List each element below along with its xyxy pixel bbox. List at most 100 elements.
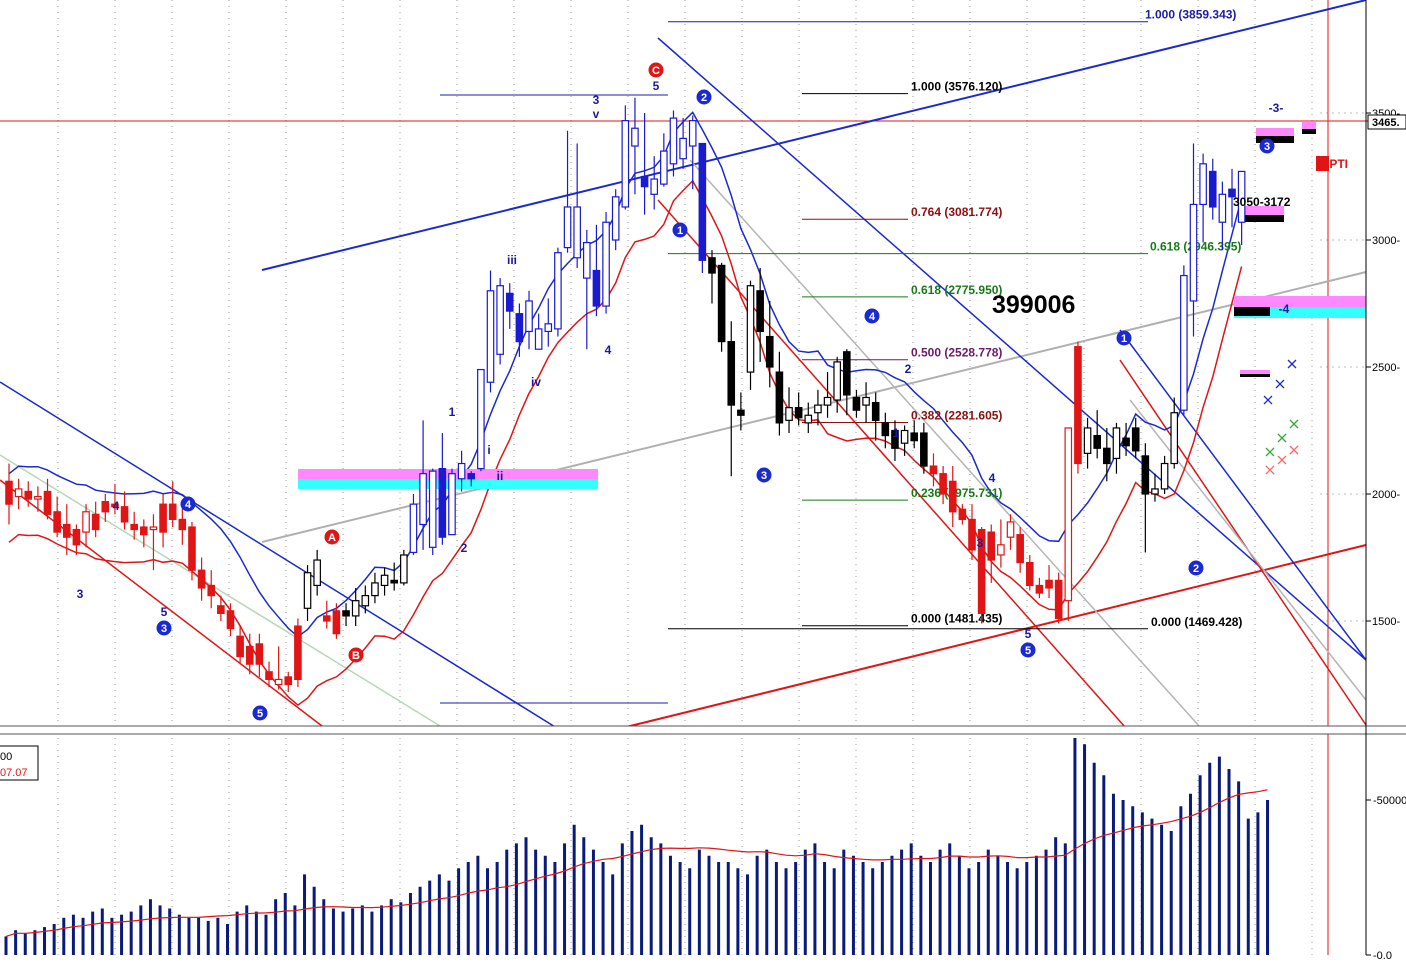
axis-tick-label: 1500- (1372, 616, 1400, 628)
candle-body (448, 473, 456, 536)
axis-tick-label: 2000- (1372, 489, 1400, 501)
candle-body (727, 341, 736, 406)
candle-body (313, 559, 321, 587)
wave-label: 3 (593, 93, 600, 107)
candle-body (563, 206, 572, 249)
candle-body (303, 572, 312, 609)
candle-body (650, 178, 659, 195)
candle-body (294, 625, 302, 681)
candle-body (1093, 434, 1101, 449)
wave-label: 5 (653, 79, 660, 93)
candle-body (1170, 412, 1179, 465)
projection-marker (1263, 395, 1273, 405)
cyan-zone (1234, 307, 1366, 318)
candle-body (765, 335, 774, 368)
candle-body (708, 257, 716, 274)
projection-marker (1289, 419, 1299, 429)
candle-body (977, 528, 986, 614)
axis-tick-label: 2500- (1372, 362, 1400, 374)
candle-body (265, 671, 273, 681)
candle-body (515, 313, 524, 343)
candle-body (140, 526, 148, 536)
candle-body (496, 285, 504, 355)
candle-body (438, 468, 447, 538)
trend-line (625, 544, 1367, 728)
candle-body (1141, 455, 1150, 495)
trend-line (1119, 329, 1367, 661)
candle-body (197, 569, 206, 589)
projection-marker (1275, 379, 1285, 389)
candle-body (409, 503, 418, 554)
candle-body (833, 361, 841, 401)
wave-label: -3- (1269, 101, 1284, 115)
volume-legend-line: 00 (0, 751, 12, 763)
fibonacci-levels: 1.000 (3859.343) 1.000 (3576.120) 0.764 (3… (440, 8, 1242, 704)
black-bar (1302, 129, 1316, 134)
candle-body (1199, 163, 1207, 206)
candle-body (621, 120, 630, 208)
wave-circle-label: B (352, 650, 360, 662)
candle-body (1016, 534, 1024, 564)
last-price-label: 3465. (1372, 117, 1400, 129)
candle-body (804, 414, 813, 424)
candle-body (342, 610, 350, 617)
candle-body (207, 584, 216, 597)
volume-legend-box (0, 745, 39, 781)
wave-label: 5 (1025, 627, 1032, 641)
projection-marker (1265, 465, 1275, 475)
candle-body (948, 480, 957, 513)
candle-body (1035, 584, 1044, 594)
projection-marker (1277, 433, 1287, 443)
candle-body (72, 528, 81, 546)
magenta-zone (1244, 206, 1284, 215)
candle-body (1064, 427, 1073, 602)
candle-body (534, 328, 543, 350)
magenta-zone (1302, 122, 1316, 129)
candle-body (1006, 521, 1015, 538)
candle-body (168, 503, 177, 521)
candle-body (1103, 447, 1111, 465)
candle-body (737, 409, 745, 416)
trend-line (657, 199, 1126, 728)
fib-level-label: 0.500 (2528.778) (911, 346, 1002, 360)
wave-circle (1188, 560, 1204, 576)
fib-level-label: 1.000 (3576.120) (911, 80, 1002, 94)
candle-body (1122, 437, 1130, 447)
candle-body (332, 610, 341, 635)
wave-label: 5 (161, 605, 168, 619)
candle-body (717, 264, 726, 343)
volume-tick-label: -50000 (1373, 795, 1406, 807)
candle-body (958, 508, 967, 520)
wave-circle (648, 62, 664, 78)
volume-legend-line: 07.07 (0, 767, 28, 779)
candle-body (178, 518, 187, 531)
wave-circle (672, 222, 688, 238)
candle-body (467, 473, 476, 480)
price-axis: 3500-3000-2500-2000-1500-3465. (1365, 0, 1406, 955)
candle-body (1074, 346, 1082, 465)
trend-line (0, 381, 561, 731)
candle-body (679, 137, 687, 160)
fib-level-label: 1.000 (3859.343) (1145, 8, 1236, 22)
wave-label: iii (507, 253, 517, 267)
wave-label: i (487, 443, 490, 457)
panel-gap (0, 726, 1406, 734)
wave-circle-label: 3 (1264, 141, 1270, 153)
magenta-zone (1234, 296, 1366, 307)
candle-body (505, 292, 514, 312)
candle-body (159, 503, 167, 533)
magenta-zone (1256, 128, 1294, 136)
candle-body (814, 404, 822, 414)
candle-body (1218, 193, 1227, 223)
volume-tick-label: -0.0 (1373, 950, 1392, 959)
wave-circle-label: 1 (677, 225, 683, 237)
fib-level-label: 0.000 (1481.435) (911, 612, 1002, 626)
magenta-zone (1240, 370, 1270, 376)
candle-body (900, 429, 909, 444)
candle-body (756, 290, 764, 333)
black-bar (1240, 374, 1270, 377)
candle-body (698, 142, 707, 261)
